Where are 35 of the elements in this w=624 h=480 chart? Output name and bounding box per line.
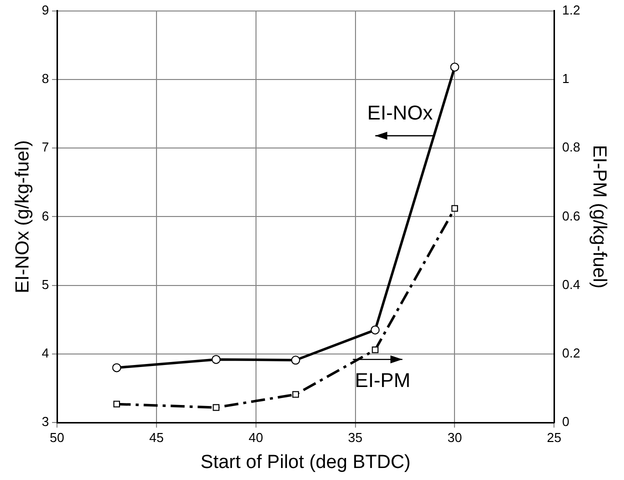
x-tick-label: 45	[149, 430, 164, 445]
point	[212, 404, 220, 411]
point	[370, 325, 380, 334]
y-tick-label: 9	[42, 2, 50, 18]
x-tick-label: 30	[447, 430, 462, 445]
point	[113, 400, 120, 408]
point	[112, 363, 122, 372]
point	[372, 346, 378, 354]
y2-tick-label: 1	[562, 71, 570, 86]
point	[212, 354, 221, 364]
x-tick-label: 50	[50, 430, 64, 445]
annotation: EI-PM	[354, 370, 410, 392]
x-tick-label: 25	[546, 430, 562, 445]
y2-tick-label: 1.2	[562, 2, 580, 18]
y2-tick-label: 0.4	[562, 276, 580, 292]
y2-tick-label: 0.6	[562, 208, 580, 224]
annotation: EI-NOx	[367, 102, 433, 124]
y-tick-label: 5	[42, 276, 50, 292]
point	[292, 391, 299, 398]
y-tick-label: 7	[42, 140, 50, 155]
y-tick-label: 8	[42, 71, 50, 86]
y-tick-label: 6	[42, 208, 50, 224]
point	[450, 62, 460, 72]
y2-tick-label: 0	[562, 414, 570, 430]
x-tick-label: 40	[248, 430, 264, 445]
y-tick-label: 4	[42, 346, 50, 361]
y2-tick-label: 0.8	[562, 140, 580, 155]
y2-tick-label: 0.2	[562, 346, 580, 361]
point	[291, 356, 300, 365]
y-tick-label: 3	[42, 414, 50, 430]
x-axis-title: Start of Pilot (deg BTDC)	[200, 452, 411, 473]
y-axis-title: EI-NOx (g/kg-fuel)	[12, 140, 34, 294]
y2-axis-title: EI-PM (g/kg-fuel)	[588, 144, 610, 288]
point	[451, 205, 458, 212]
x-tick-label: 35	[348, 430, 363, 445]
